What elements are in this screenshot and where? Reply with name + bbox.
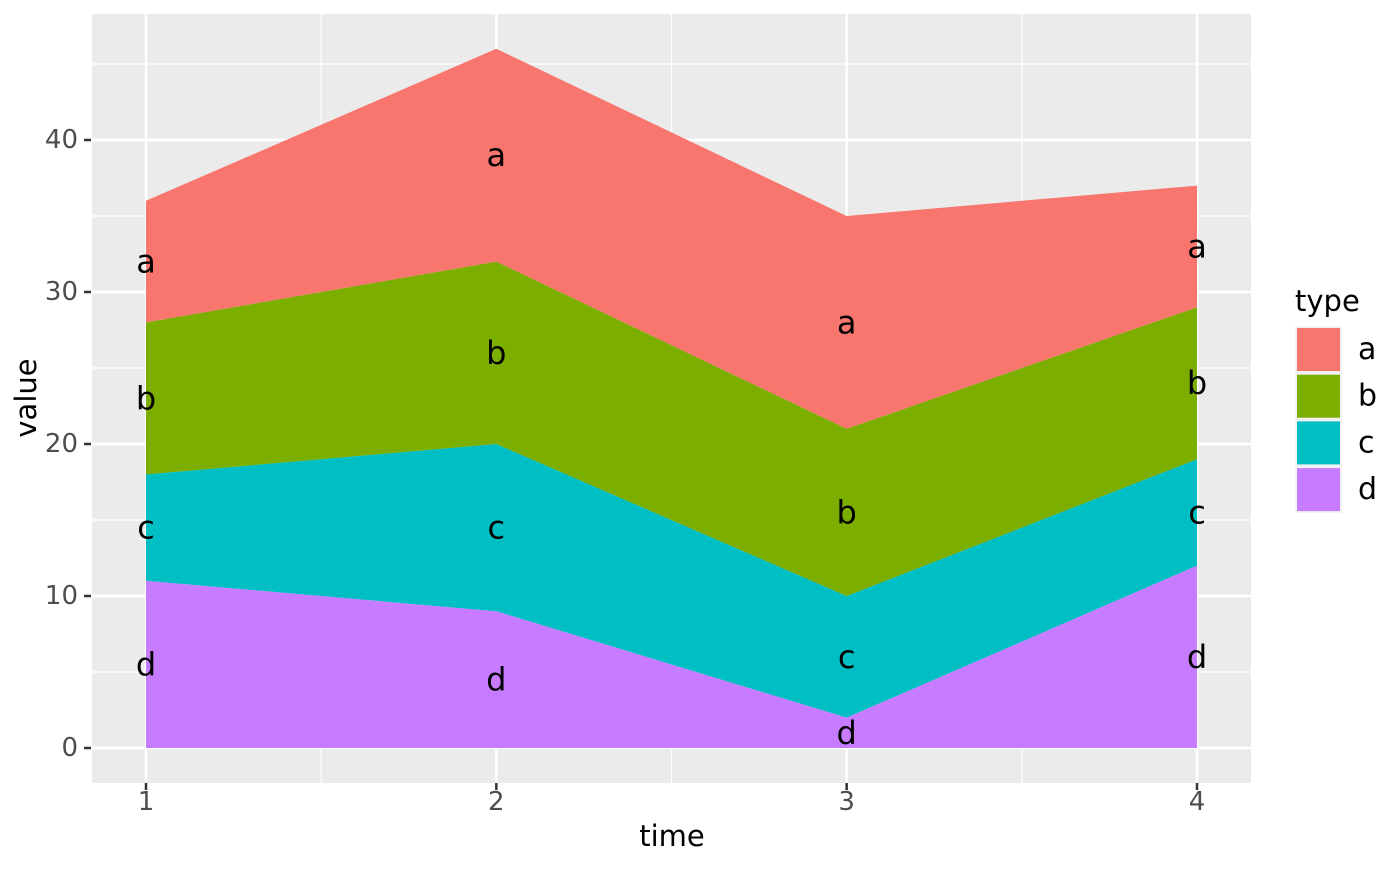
legend-swatch-d bbox=[1297, 468, 1340, 512]
area-label-c: c bbox=[838, 638, 856, 676]
legend-title: type bbox=[1295, 284, 1360, 318]
y-tick-label: 40 bbox=[45, 125, 78, 155]
y-tick-label: 20 bbox=[45, 429, 78, 459]
area-label-d: d bbox=[486, 661, 506, 699]
area-label-c: c bbox=[488, 509, 506, 547]
area-label-a: a bbox=[837, 303, 857, 341]
area-a bbox=[146, 48, 1197, 429]
y-tick-label: 10 bbox=[45, 581, 78, 611]
x-tick-label: 2 bbox=[488, 787, 505, 817]
area-label-c: c bbox=[137, 509, 155, 547]
area-d bbox=[146, 565, 1197, 748]
y-tick-label: 0 bbox=[61, 733, 78, 763]
legend-label-c: c bbox=[1358, 425, 1375, 460]
y-axis-title: value bbox=[9, 358, 43, 437]
area-label-b: b bbox=[486, 334, 506, 372]
area-label-a: a bbox=[487, 136, 507, 174]
area-label-b: b bbox=[136, 379, 156, 417]
legend-swatch-a bbox=[1297, 328, 1340, 371]
legend-swatch-b bbox=[1297, 374, 1340, 418]
area-label-d: d bbox=[837, 714, 857, 752]
area-label-b: b bbox=[1187, 364, 1207, 402]
x-axis-title: time bbox=[639, 819, 705, 853]
y-tick-label: 30 bbox=[45, 277, 78, 307]
x-tick-label: 4 bbox=[1189, 787, 1206, 817]
x-tick-label: 1 bbox=[138, 787, 155, 817]
area-b bbox=[146, 261, 1197, 596]
area-c bbox=[146, 444, 1197, 718]
legend-swatch-c bbox=[1297, 421, 1340, 465]
legend-label-b: b bbox=[1358, 379, 1377, 414]
legend-label-d: d bbox=[1358, 472, 1377, 507]
area-label-a: a bbox=[1187, 227, 1207, 265]
area-label-a: a bbox=[136, 243, 156, 281]
area-label-d: d bbox=[1187, 638, 1207, 676]
x-tick-label: 3 bbox=[838, 787, 855, 817]
legend-label-a: a bbox=[1358, 332, 1376, 367]
area-label-d: d bbox=[136, 645, 156, 683]
area-label-b: b bbox=[837, 493, 857, 531]
area-label-c: c bbox=[1188, 493, 1206, 531]
